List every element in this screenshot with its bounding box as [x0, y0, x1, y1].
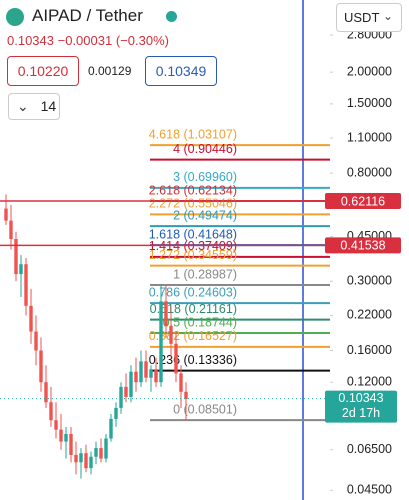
y-tick-label: 0.04500 — [347, 483, 392, 497]
candle-body — [4, 208, 8, 221]
candle-body — [39, 350, 43, 383]
y-tick-label: 1.10000 — [347, 130, 392, 144]
candle-body — [129, 371, 133, 397]
fib-label: 1.618 (0.41648) — [149, 227, 237, 241]
y-tick-label: 1.50000 — [347, 96, 392, 110]
fib-label: 1.272 (0.34559) — [149, 248, 237, 262]
candle-body — [139, 361, 143, 383]
y-tick-label: 0.30000 — [347, 274, 392, 288]
price-tag-label: 0.41538 — [340, 239, 385, 253]
fib-label: 2.618 (0.62134) — [149, 183, 237, 197]
fib-label: 2.272 (0.55046) — [149, 197, 237, 211]
candle-body — [89, 456, 93, 469]
candle-body — [24, 264, 28, 306]
candle-body — [164, 301, 168, 326]
price-tag-label: 0.62116 — [341, 194, 385, 208]
fib-label: 0.618 (0.21161) — [150, 302, 237, 316]
candle-body — [69, 433, 73, 455]
candle-body — [124, 386, 128, 397]
candle-body — [29, 305, 33, 332]
current-price-tag — [325, 390, 397, 423]
candle-body — [14, 239, 18, 275]
candle-body — [119, 386, 123, 408]
candle-body — [184, 391, 188, 400]
candle-body — [64, 433, 68, 442]
candle-body — [109, 418, 113, 439]
chevron: ⌄ — [383, 9, 394, 23]
candle-body — [104, 438, 108, 459]
y-tick-label: 0.80000 — [347, 165, 392, 179]
spread: 0.00129 — [88, 64, 132, 78]
candle-body — [99, 448, 103, 459]
price-tag — [325, 193, 401, 210]
candle-body — [84, 453, 88, 469]
currency-select[interactable]: USDT ⌄ — [336, 3, 402, 32]
y-tick-label: 2.00000 — [347, 64, 392, 78]
fib-label: 1 (0.28987) — [173, 267, 237, 281]
fib-label: 0.786 (0.24603) — [149, 285, 237, 299]
fib-label: 3 (0.69960) — [173, 170, 237, 184]
candle-body — [174, 343, 178, 374]
candle-body — [149, 369, 153, 378]
candle-body — [144, 361, 148, 378]
y-tick-label: 0.06500 — [347, 442, 392, 456]
candle-body — [114, 407, 118, 419]
fib-label: 0.5 (0.18744) — [163, 315, 237, 329]
chevron: ⌄ — [17, 98, 29, 114]
candle-body — [179, 373, 183, 392]
candle-body — [59, 429, 63, 442]
pair-title: AIPAD / Tether — [32, 6, 143, 25]
current-price-label: 0.10343 — [338, 391, 383, 405]
candle-body — [154, 369, 158, 383]
price: 0.10343 — [7, 33, 54, 48]
change-pct: (−0.30%) — [115, 33, 169, 48]
interval: 14 — [40, 98, 57, 114]
fib-label: 2 (0.49474) — [173, 208, 237, 222]
status-dot — [166, 11, 177, 22]
candle-body — [79, 453, 83, 463]
fib-label: 4.618 (1.03107) — [149, 127, 237, 141]
candle-body — [169, 325, 173, 344]
candle-body — [94, 448, 98, 457]
candle-body — [159, 301, 163, 383]
buy-button[interactable]: 0.10349 — [145, 56, 217, 86]
interval-button[interactable]: ⌄ 14 — [8, 93, 60, 120]
price-tag — [325, 237, 401, 254]
coin-icon — [6, 8, 24, 26]
quote: 0.10343 −0.00031 (−0.30%) — [7, 33, 169, 48]
candle-body — [9, 220, 13, 240]
candle-body — [19, 264, 23, 275]
y-tick-label: 0.22000 — [347, 308, 392, 322]
candle-body — [34, 331, 38, 351]
candle-body — [44, 382, 48, 403]
currency: USDT — [344, 10, 380, 25]
change: −0.00031 — [57, 33, 113, 48]
y-tick-label: 0.12000 — [347, 374, 392, 388]
countdown: 2d 17h — [342, 406, 380, 420]
candle-body — [49, 402, 53, 421]
sell-button[interactable]: 0.10220 — [7, 56, 79, 86]
candle-body — [74, 454, 78, 463]
fib-label: 4 (0.90446) — [173, 142, 237, 156]
fib-label: 0 (0.08501) — [173, 402, 237, 416]
y-tick-label: 0.16000 — [347, 343, 392, 357]
fib-label: 1.414 (0.37409) — [149, 239, 237, 253]
candle-body — [54, 420, 58, 430]
candle-body — [134, 371, 138, 383]
